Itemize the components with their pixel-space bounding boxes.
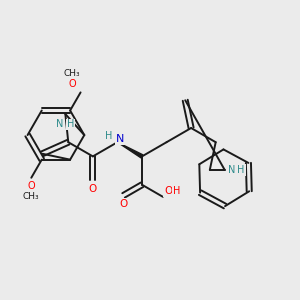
Text: O: O [68, 79, 76, 89]
Text: CH₃: CH₃ [23, 192, 40, 201]
Text: H: H [172, 186, 180, 197]
Text: O: O [89, 184, 97, 194]
Text: O: O [119, 199, 128, 209]
Text: H: H [67, 119, 74, 129]
Text: O: O [28, 181, 35, 191]
Text: H: H [238, 165, 245, 175]
Text: N: N [116, 134, 124, 144]
Text: N: N [228, 165, 235, 175]
Text: H: H [105, 130, 113, 141]
Text: O: O [164, 186, 172, 197]
Text: N: N [56, 119, 64, 129]
Text: CH₃: CH₃ [64, 69, 80, 78]
Polygon shape [117, 142, 143, 158]
